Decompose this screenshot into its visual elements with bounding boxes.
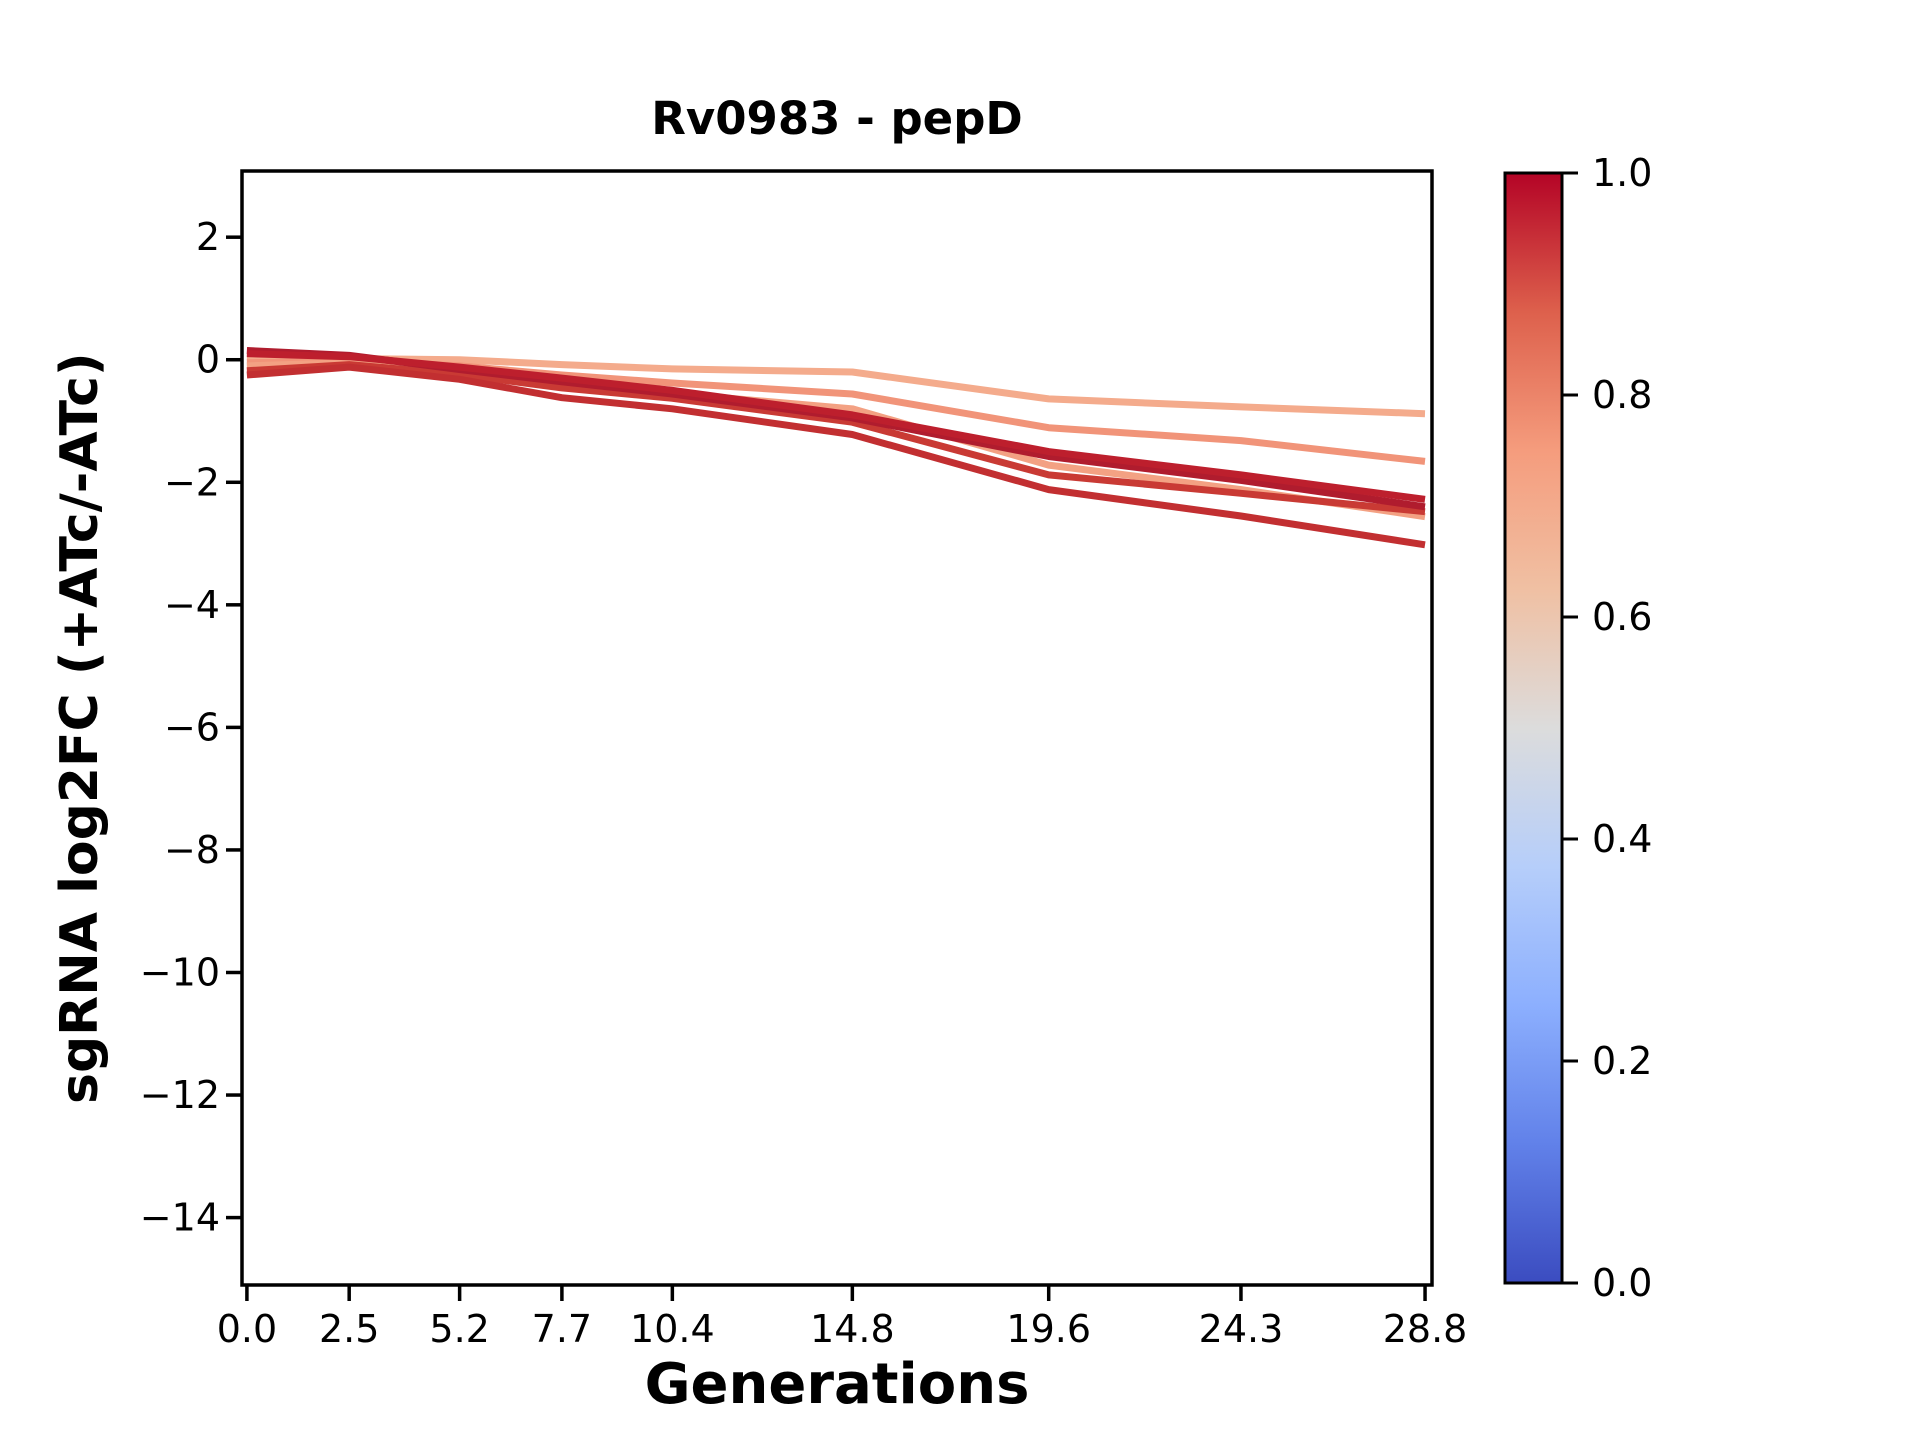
- x-tick-label: 10.4: [630, 1307, 715, 1351]
- x-tick-label: 5.2: [429, 1307, 489, 1351]
- y-tick-label: −4: [164, 583, 220, 627]
- y-tick-label: −6: [164, 705, 220, 749]
- colorbar-tick-label: 1.0: [1592, 151, 1652, 195]
- plot-border: [240, 169, 1434, 1287]
- colorbar-tick-label: 0.8: [1592, 373, 1652, 417]
- y-tick-label: −8: [164, 828, 220, 872]
- x-tick-label: 7.7: [532, 1307, 592, 1351]
- y-tick-label: 0: [196, 338, 220, 382]
- x-tick-label: 14.8: [810, 1307, 895, 1351]
- x-axis-label: Generations: [644, 1352, 1030, 1417]
- series-line: [246, 350, 1426, 503]
- colorbar-tick-label: 0.0: [1592, 1261, 1652, 1305]
- x-tick-label: 24.3: [1199, 1307, 1284, 1351]
- y-tick-label: −12: [140, 1073, 220, 1117]
- y-tick-label: 2: [196, 215, 220, 259]
- colorbar-tick-label: 0.6: [1592, 595, 1652, 639]
- x-tick-label: 0.0: [217, 1307, 277, 1351]
- colorbar-tick-label: 0.2: [1592, 1039, 1652, 1083]
- chart-title: Rv0983 - pepD: [651, 92, 1023, 145]
- series-line: [246, 363, 1426, 549]
- x-tick-label: 19.6: [1006, 1307, 1091, 1351]
- colorbar-border: [1503, 171, 1564, 1285]
- colorbar-tick-label: 0.4: [1592, 817, 1652, 861]
- x-tick-label: 28.8: [1383, 1307, 1468, 1351]
- colorbar: [1505, 173, 1562, 1283]
- y-tick-label: −14: [140, 1196, 220, 1240]
- y-tick-label: −10: [140, 950, 220, 994]
- y-tick-label: −2: [164, 460, 220, 504]
- x-tick-label: 2.5: [319, 1307, 379, 1351]
